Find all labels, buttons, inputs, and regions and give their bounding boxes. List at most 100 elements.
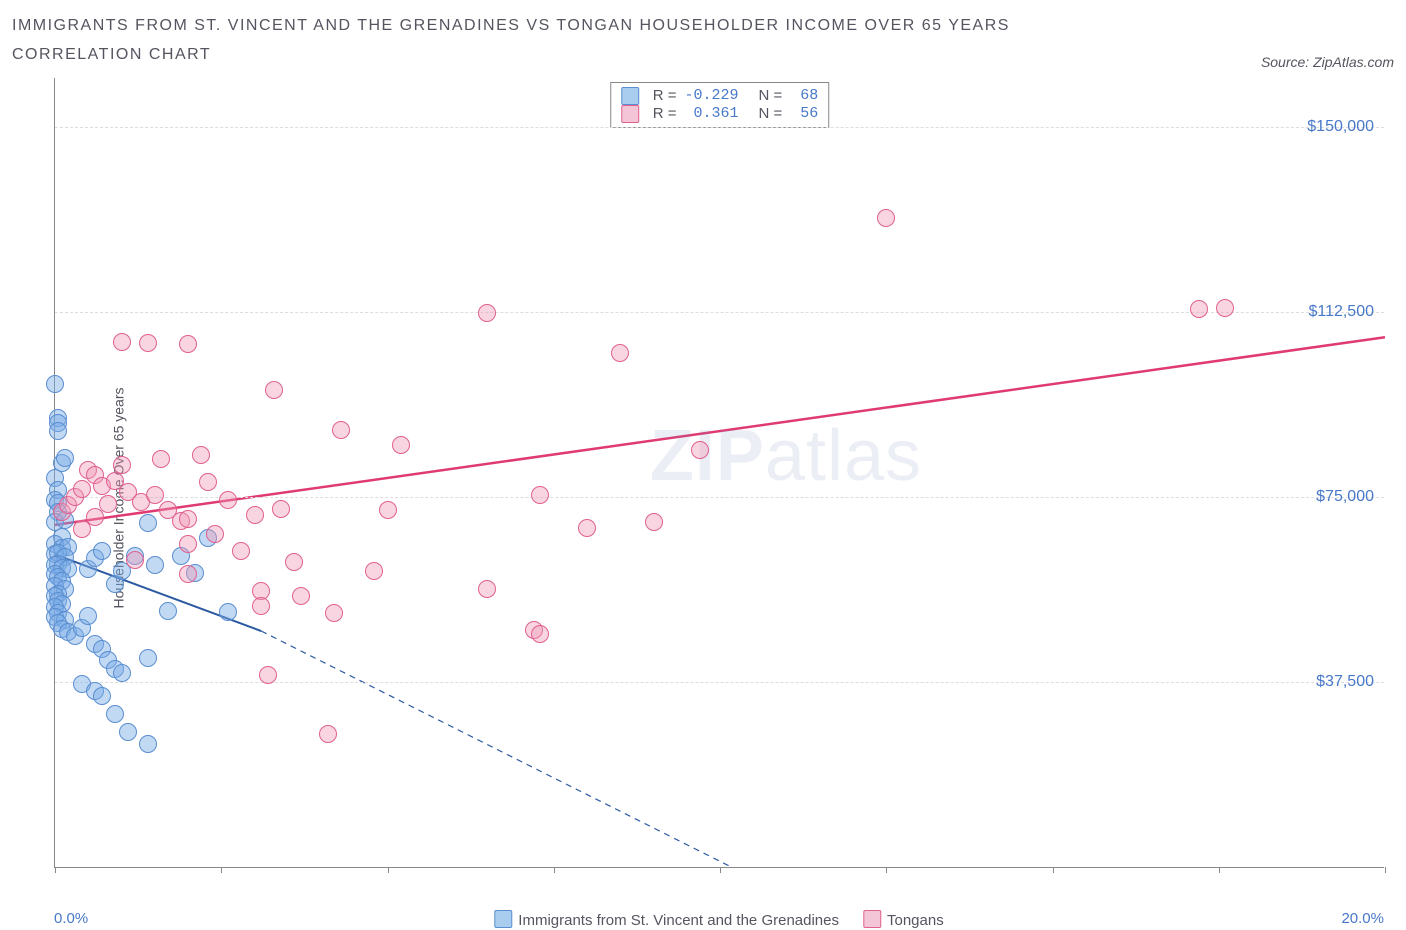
stats-row-pink: R = 0.361 N = 56: [621, 105, 819, 123]
stats-row-blue: R = -0.229 N = 68: [621, 87, 819, 105]
chart-container: Householder Income Over 65 years ZIPatla…: [12, 78, 1394, 918]
scatter-point-pink: [611, 344, 629, 362]
grid-line: [55, 312, 1384, 313]
scatter-point-pink: [325, 604, 343, 622]
x-tick: [1053, 867, 1054, 873]
scatter-point-blue: [159, 602, 177, 620]
trend-line-pink: [55, 337, 1385, 525]
scatter-point-pink: [478, 304, 496, 322]
scatter-point-pink: [285, 553, 303, 571]
y-tick-label: $150,000: [1307, 118, 1374, 136]
stat-n-value: 68: [790, 87, 818, 104]
scatter-point-pink: [272, 500, 290, 518]
scatter-point-pink: [379, 501, 397, 519]
x-tick: [720, 867, 721, 873]
stat-r-value: 0.361: [685, 105, 739, 122]
y-tick-label: $75,000: [1316, 488, 1374, 506]
scatter-point-pink: [877, 209, 895, 227]
legend-label: Immigrants from St. Vincent and the Gren…: [518, 912, 839, 929]
scatter-point-pink: [179, 565, 197, 583]
stat-n-value: 56: [790, 105, 818, 122]
scatter-point-pink: [113, 333, 131, 351]
scatter-point-blue: [79, 607, 97, 625]
x-tick: [1385, 867, 1386, 873]
x-tick: [1219, 867, 1220, 873]
scatter-point-pink: [1190, 300, 1208, 318]
stat-r-value: -0.229: [685, 87, 739, 104]
scatter-point-pink: [232, 542, 250, 560]
y-tick-label: $112,500: [1308, 303, 1374, 321]
scatter-point-blue: [139, 649, 157, 667]
scatter-point-blue: [139, 514, 157, 532]
legend-label: Tongans: [887, 912, 944, 929]
scatter-point-pink: [99, 495, 117, 513]
scatter-point-pink: [578, 519, 596, 537]
x-tick: [55, 867, 56, 873]
stats-legend-box: R = -0.229 N = 68 R = 0.361 N = 56: [610, 82, 830, 128]
chart-title: IMMIGRANTS FROM ST. VINCENT AND THE GREN…: [12, 12, 1112, 70]
scatter-point-pink: [392, 436, 410, 454]
scatter-point-pink: [179, 335, 197, 353]
scatter-point-pink: [73, 480, 91, 498]
y-tick-label: $37,500: [1316, 673, 1374, 691]
scatter-point-pink: [146, 486, 164, 504]
scatter-point-blue: [146, 556, 164, 574]
x-tick: [554, 867, 555, 873]
source-label: Source: ZipAtlas.com: [1261, 54, 1394, 70]
stat-n-label: N =: [759, 105, 783, 122]
scatter-point-blue: [93, 687, 111, 705]
legend-item-pink: Tongans: [863, 910, 944, 929]
grid-line: [55, 682, 1384, 683]
scatter-point-blue: [106, 705, 124, 723]
stat-r-label: R =: [653, 105, 677, 122]
scatter-point-pink: [113, 456, 131, 474]
scatter-point-pink: [531, 625, 549, 643]
scatter-point-pink: [252, 597, 270, 615]
scatter-point-pink: [246, 506, 264, 524]
chart-header: IMMIGRANTS FROM ST. VINCENT AND THE GREN…: [12, 12, 1394, 70]
legend-swatch-blue: [621, 87, 639, 105]
scatter-point-pink: [179, 510, 197, 528]
scatter-point-pink: [332, 421, 350, 439]
scatter-point-blue: [119, 723, 137, 741]
legend-item-blue: Immigrants from St. Vincent and the Gren…: [494, 910, 839, 929]
stat-r-label: R =: [653, 87, 677, 104]
scatter-point-pink: [645, 513, 663, 531]
scatter-point-pink: [126, 551, 144, 569]
x-axis-min: 0.0%: [54, 910, 88, 927]
x-tick: [886, 867, 887, 873]
plot-area: ZIPatlas R =-0.229N =68R =0.361N =56 $37…: [54, 78, 1384, 868]
scatter-point-pink: [86, 508, 104, 526]
scatter-point-pink: [531, 486, 549, 504]
trend-line-blue-extrapolated: [261, 631, 733, 868]
scatter-point-blue: [219, 603, 237, 621]
scatter-point-pink: [319, 725, 337, 743]
scatter-point-pink: [219, 491, 237, 509]
legend-swatch-blue: [494, 910, 512, 928]
scatter-point-blue: [113, 664, 131, 682]
scatter-point-pink: [1216, 299, 1234, 317]
bottom-legend: Immigrants from St. Vincent and the Gren…: [494, 910, 943, 929]
x-axis-max: 20.0%: [1341, 910, 1384, 927]
x-tick: [221, 867, 222, 873]
scatter-point-pink: [139, 334, 157, 352]
scatter-point-pink: [265, 381, 283, 399]
legend-swatch-pink: [621, 105, 639, 123]
scatter-point-pink: [152, 450, 170, 468]
legend-swatch-pink: [863, 910, 881, 928]
scatter-point-pink: [478, 580, 496, 598]
scatter-point-blue: [49, 422, 67, 440]
trend-lines-svg: [55, 78, 1385, 868]
scatter-point-pink: [691, 441, 709, 459]
scatter-point-pink: [179, 535, 197, 553]
grid-line: [55, 497, 1384, 498]
scatter-point-blue: [56, 449, 74, 467]
scatter-point-pink: [365, 562, 383, 580]
scatter-point-blue: [93, 542, 111, 560]
scatter-point-pink: [292, 587, 310, 605]
scatter-point-pink: [259, 666, 277, 684]
scatter-point-pink: [206, 525, 224, 543]
stat-n-label: N =: [759, 87, 783, 104]
x-tick: [388, 867, 389, 873]
scatter-point-pink: [192, 446, 210, 464]
